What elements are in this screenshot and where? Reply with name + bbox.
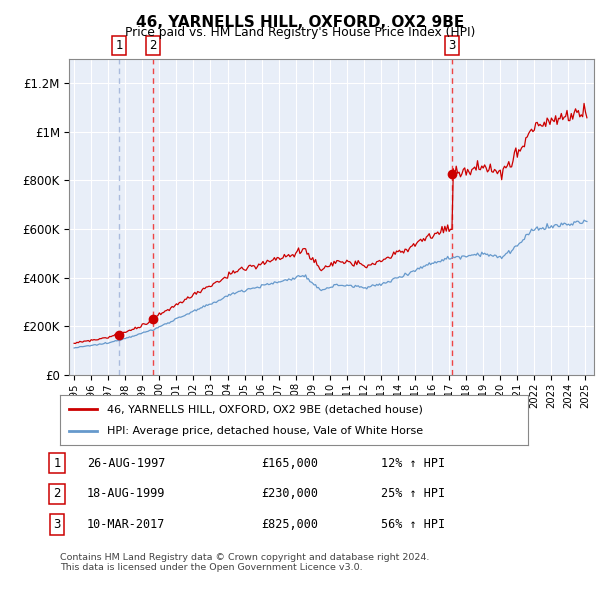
Text: 26-AUG-1997: 26-AUG-1997 [87,457,166,470]
Text: 2: 2 [149,39,157,52]
Text: 1: 1 [116,39,123,52]
Text: 1: 1 [53,457,61,470]
Text: £230,000: £230,000 [261,487,318,500]
Text: £825,000: £825,000 [261,518,318,531]
Text: 56% ↑ HPI: 56% ↑ HPI [381,518,445,531]
Text: 46, YARNELLS HILL, OXFORD, OX2 9BE (detached house): 46, YARNELLS HILL, OXFORD, OX2 9BE (deta… [107,404,422,414]
Text: 46, YARNELLS HILL, OXFORD, OX2 9BE: 46, YARNELLS HILL, OXFORD, OX2 9BE [136,15,464,30]
Text: Price paid vs. HM Land Registry's House Price Index (HPI): Price paid vs. HM Land Registry's House … [125,26,475,39]
Text: This data is licensed under the Open Government Licence v3.0.: This data is licensed under the Open Gov… [60,563,362,572]
Text: 12% ↑ HPI: 12% ↑ HPI [381,457,445,470]
Text: 18-AUG-1999: 18-AUG-1999 [87,487,166,500]
Text: 3: 3 [53,518,61,531]
Text: HPI: Average price, detached house, Vale of White Horse: HPI: Average price, detached house, Vale… [107,427,423,437]
Text: 2: 2 [53,487,61,500]
Text: Contains HM Land Registry data © Crown copyright and database right 2024.: Contains HM Land Registry data © Crown c… [60,553,430,562]
Text: 3: 3 [449,39,456,52]
Text: £165,000: £165,000 [261,457,318,470]
Text: 25% ↑ HPI: 25% ↑ HPI [381,487,445,500]
Text: 10-MAR-2017: 10-MAR-2017 [87,518,166,531]
